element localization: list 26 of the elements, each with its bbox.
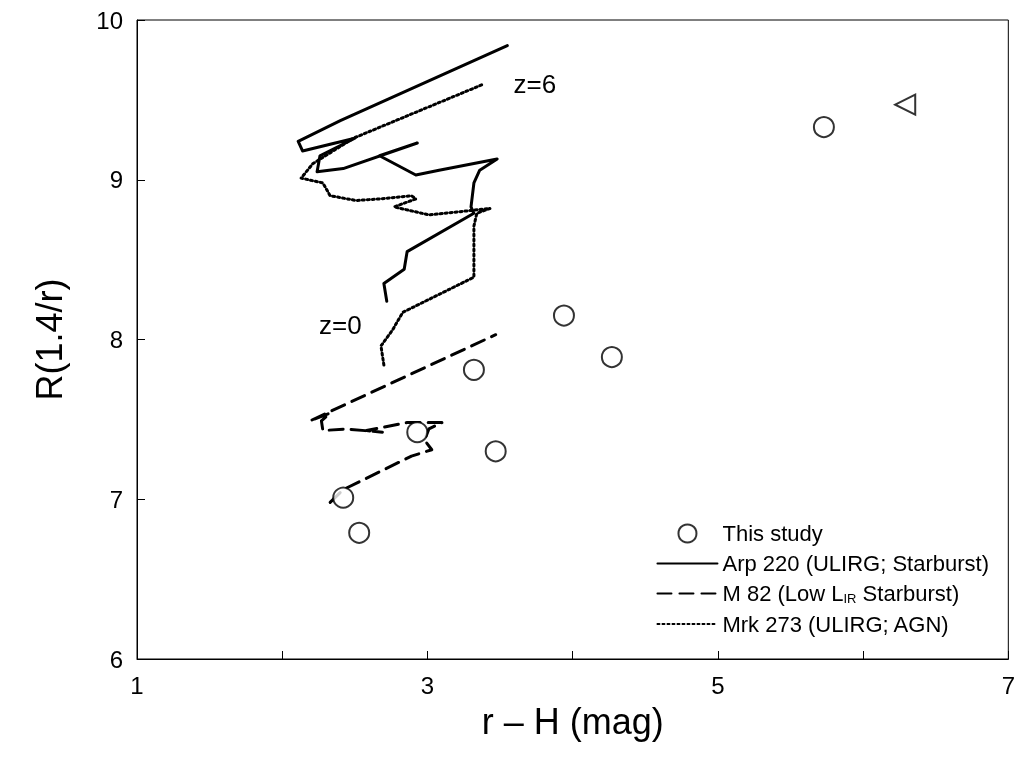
point (348, 521, 371, 544)
y-tick-label: 8 (109, 326, 123, 353)
annotation: z=0 (318, 310, 362, 341)
y-tick-label: 7 (109, 485, 123, 513)
legend-label: This study (722, 521, 823, 546)
point (552, 304, 575, 327)
y-tick-label: 10 (96, 6, 123, 34)
x-tick-label: 5 (711, 671, 725, 699)
point (462, 358, 485, 381)
point (484, 440, 507, 463)
y-tick-label: 6 (109, 645, 123, 673)
y-tick-label: 9 (109, 166, 123, 194)
annotation: z=6 (513, 68, 557, 99)
point (406, 421, 429, 444)
x-tick-label: 7 (1001, 671, 1016, 699)
legend-label: Mrk 273 (ULIRG; AGN) (722, 611, 949, 637)
point (894, 93, 917, 116)
y-axis-title: R(1.4/r) (28, 278, 70, 401)
legend-label: M 82 (Low LIR Starburst) (722, 581, 960, 606)
legend-label: Arp 220 (ULIRG; Starburst) (722, 551, 990, 576)
point (812, 116, 835, 139)
x-axis-title: r – H (mag) (481, 700, 664, 742)
x-tick-label: 1 (130, 671, 144, 699)
x-tick-label: 3 (420, 671, 435, 699)
point (600, 346, 623, 369)
point (332, 486, 355, 509)
